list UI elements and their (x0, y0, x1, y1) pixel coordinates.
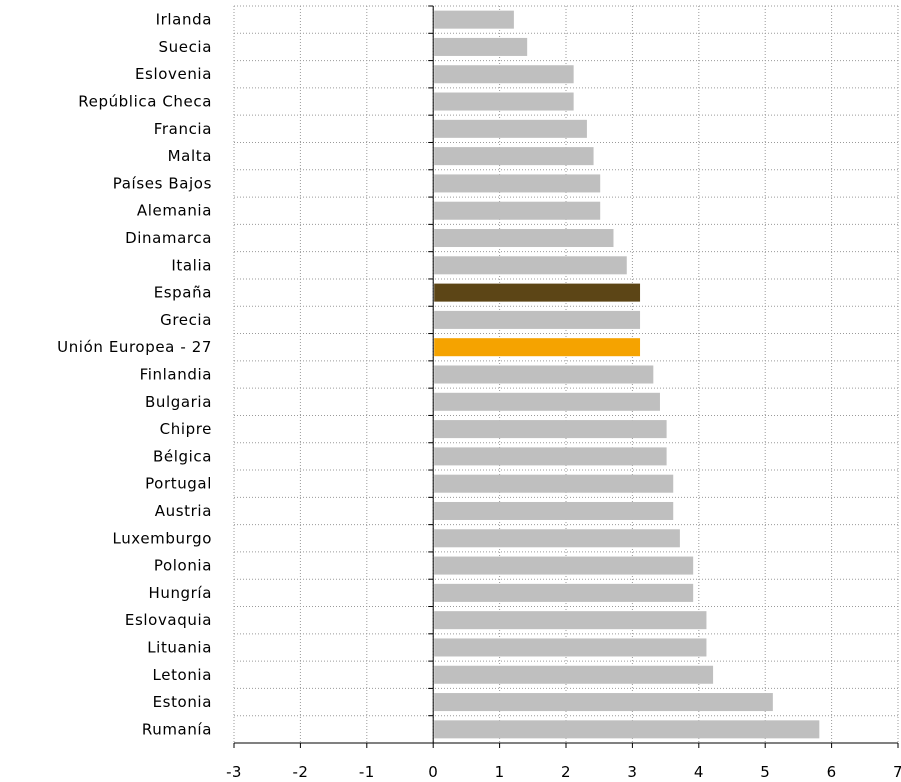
category-label-suecia: Suecia (159, 38, 212, 56)
chart-bars (434, 10, 820, 739)
bar-finlandia (434, 365, 654, 384)
category-labels: Irlanda Suecia Eslovenia República Checa Fra… (57, 11, 213, 739)
x-tick-label: -1 (359, 763, 375, 781)
x-tick-label: 7 (893, 763, 901, 781)
bar-republica-checa (434, 92, 574, 111)
bar-austria (434, 501, 674, 520)
category-label-chipre: Chipre (160, 420, 212, 438)
bar-polonia (434, 556, 694, 575)
category-label-finlandia: Finlandia (140, 366, 212, 384)
category-label-eslovaquia: Eslovaquia (125, 611, 212, 629)
x-tick-label: 6 (827, 763, 837, 781)
bar-estonia (434, 693, 773, 712)
category-label-hungria: Hungría (148, 584, 212, 602)
category-label-polonia: Polonia (154, 557, 212, 575)
bar-malta (434, 147, 594, 166)
x-tick-label: 0 (428, 763, 438, 781)
bar-eslovenia (434, 65, 574, 84)
bar-chipre (434, 420, 667, 439)
x-tick-label: 4 (694, 763, 704, 781)
category-label-alemania: Alemania (137, 202, 212, 220)
bar-alemania (434, 201, 601, 220)
x-tick-label: 1 (495, 763, 505, 781)
bar-bulgaria (434, 392, 660, 411)
bar-eslovaquia (434, 611, 707, 630)
category-label-dinamarca: Dinamarca (125, 229, 212, 247)
bar-union-europea-27 (434, 338, 641, 357)
category-label-portugal: Portugal (145, 475, 212, 493)
category-label-malta: Malta (168, 147, 212, 165)
bar-paises-bajos (434, 174, 601, 193)
category-label-italia: Italia (171, 256, 212, 274)
category-label-union-europea-27: Unión Europea - 27 (57, 338, 212, 356)
bar-italia (434, 256, 627, 275)
category-label-letonia: Letonia (153, 666, 212, 684)
bar-hungria (434, 583, 694, 602)
category-label-bulgaria: Bulgaria (145, 393, 212, 411)
bar-rumania (434, 720, 820, 739)
category-label-eslovenia: Eslovenia (135, 65, 212, 83)
category-label-irlanda: Irlanda (156, 11, 212, 29)
category-label-lituania: Lituania (147, 638, 212, 656)
category-label-luxemburgo: Luxemburgo (113, 529, 213, 547)
bar-belgica (434, 447, 667, 466)
category-label-paises-bajos: Países Bajos (113, 174, 212, 192)
bar-irlanda (434, 10, 514, 29)
bar-espana (434, 283, 641, 302)
bar-lituania (434, 638, 707, 657)
category-label-espana: España (154, 284, 212, 302)
category-label-belgica: Bélgica (153, 447, 212, 465)
x-tick-label: -2 (293, 763, 309, 781)
bar-luxemburgo (434, 529, 680, 548)
bar-letonia (434, 665, 714, 684)
bar-suecia (434, 37, 528, 56)
category-label-estonia: Estonia (153, 693, 212, 711)
x-tick-label: 2 (561, 763, 571, 781)
category-label-republica-checa: República Checa (78, 93, 212, 111)
x-tick-labels: -3 -2 -1 0 1 2 3 4 5 6 7 (226, 763, 901, 781)
bar-portugal (434, 474, 674, 493)
category-label-francia: Francia (154, 120, 212, 138)
bar-dinamarca (434, 229, 614, 248)
category-label-austria: Austria (155, 502, 212, 520)
category-label-rumania: Rumanía (142, 720, 212, 738)
chart-axes (233, 5, 899, 748)
category-label-grecia: Grecia (160, 311, 212, 329)
bar-grecia (434, 310, 641, 329)
x-tick-label: 3 (627, 763, 637, 781)
bar-francia (434, 119, 587, 138)
x-tick-label: -3 (226, 763, 242, 781)
x-tick-label: 5 (760, 763, 770, 781)
